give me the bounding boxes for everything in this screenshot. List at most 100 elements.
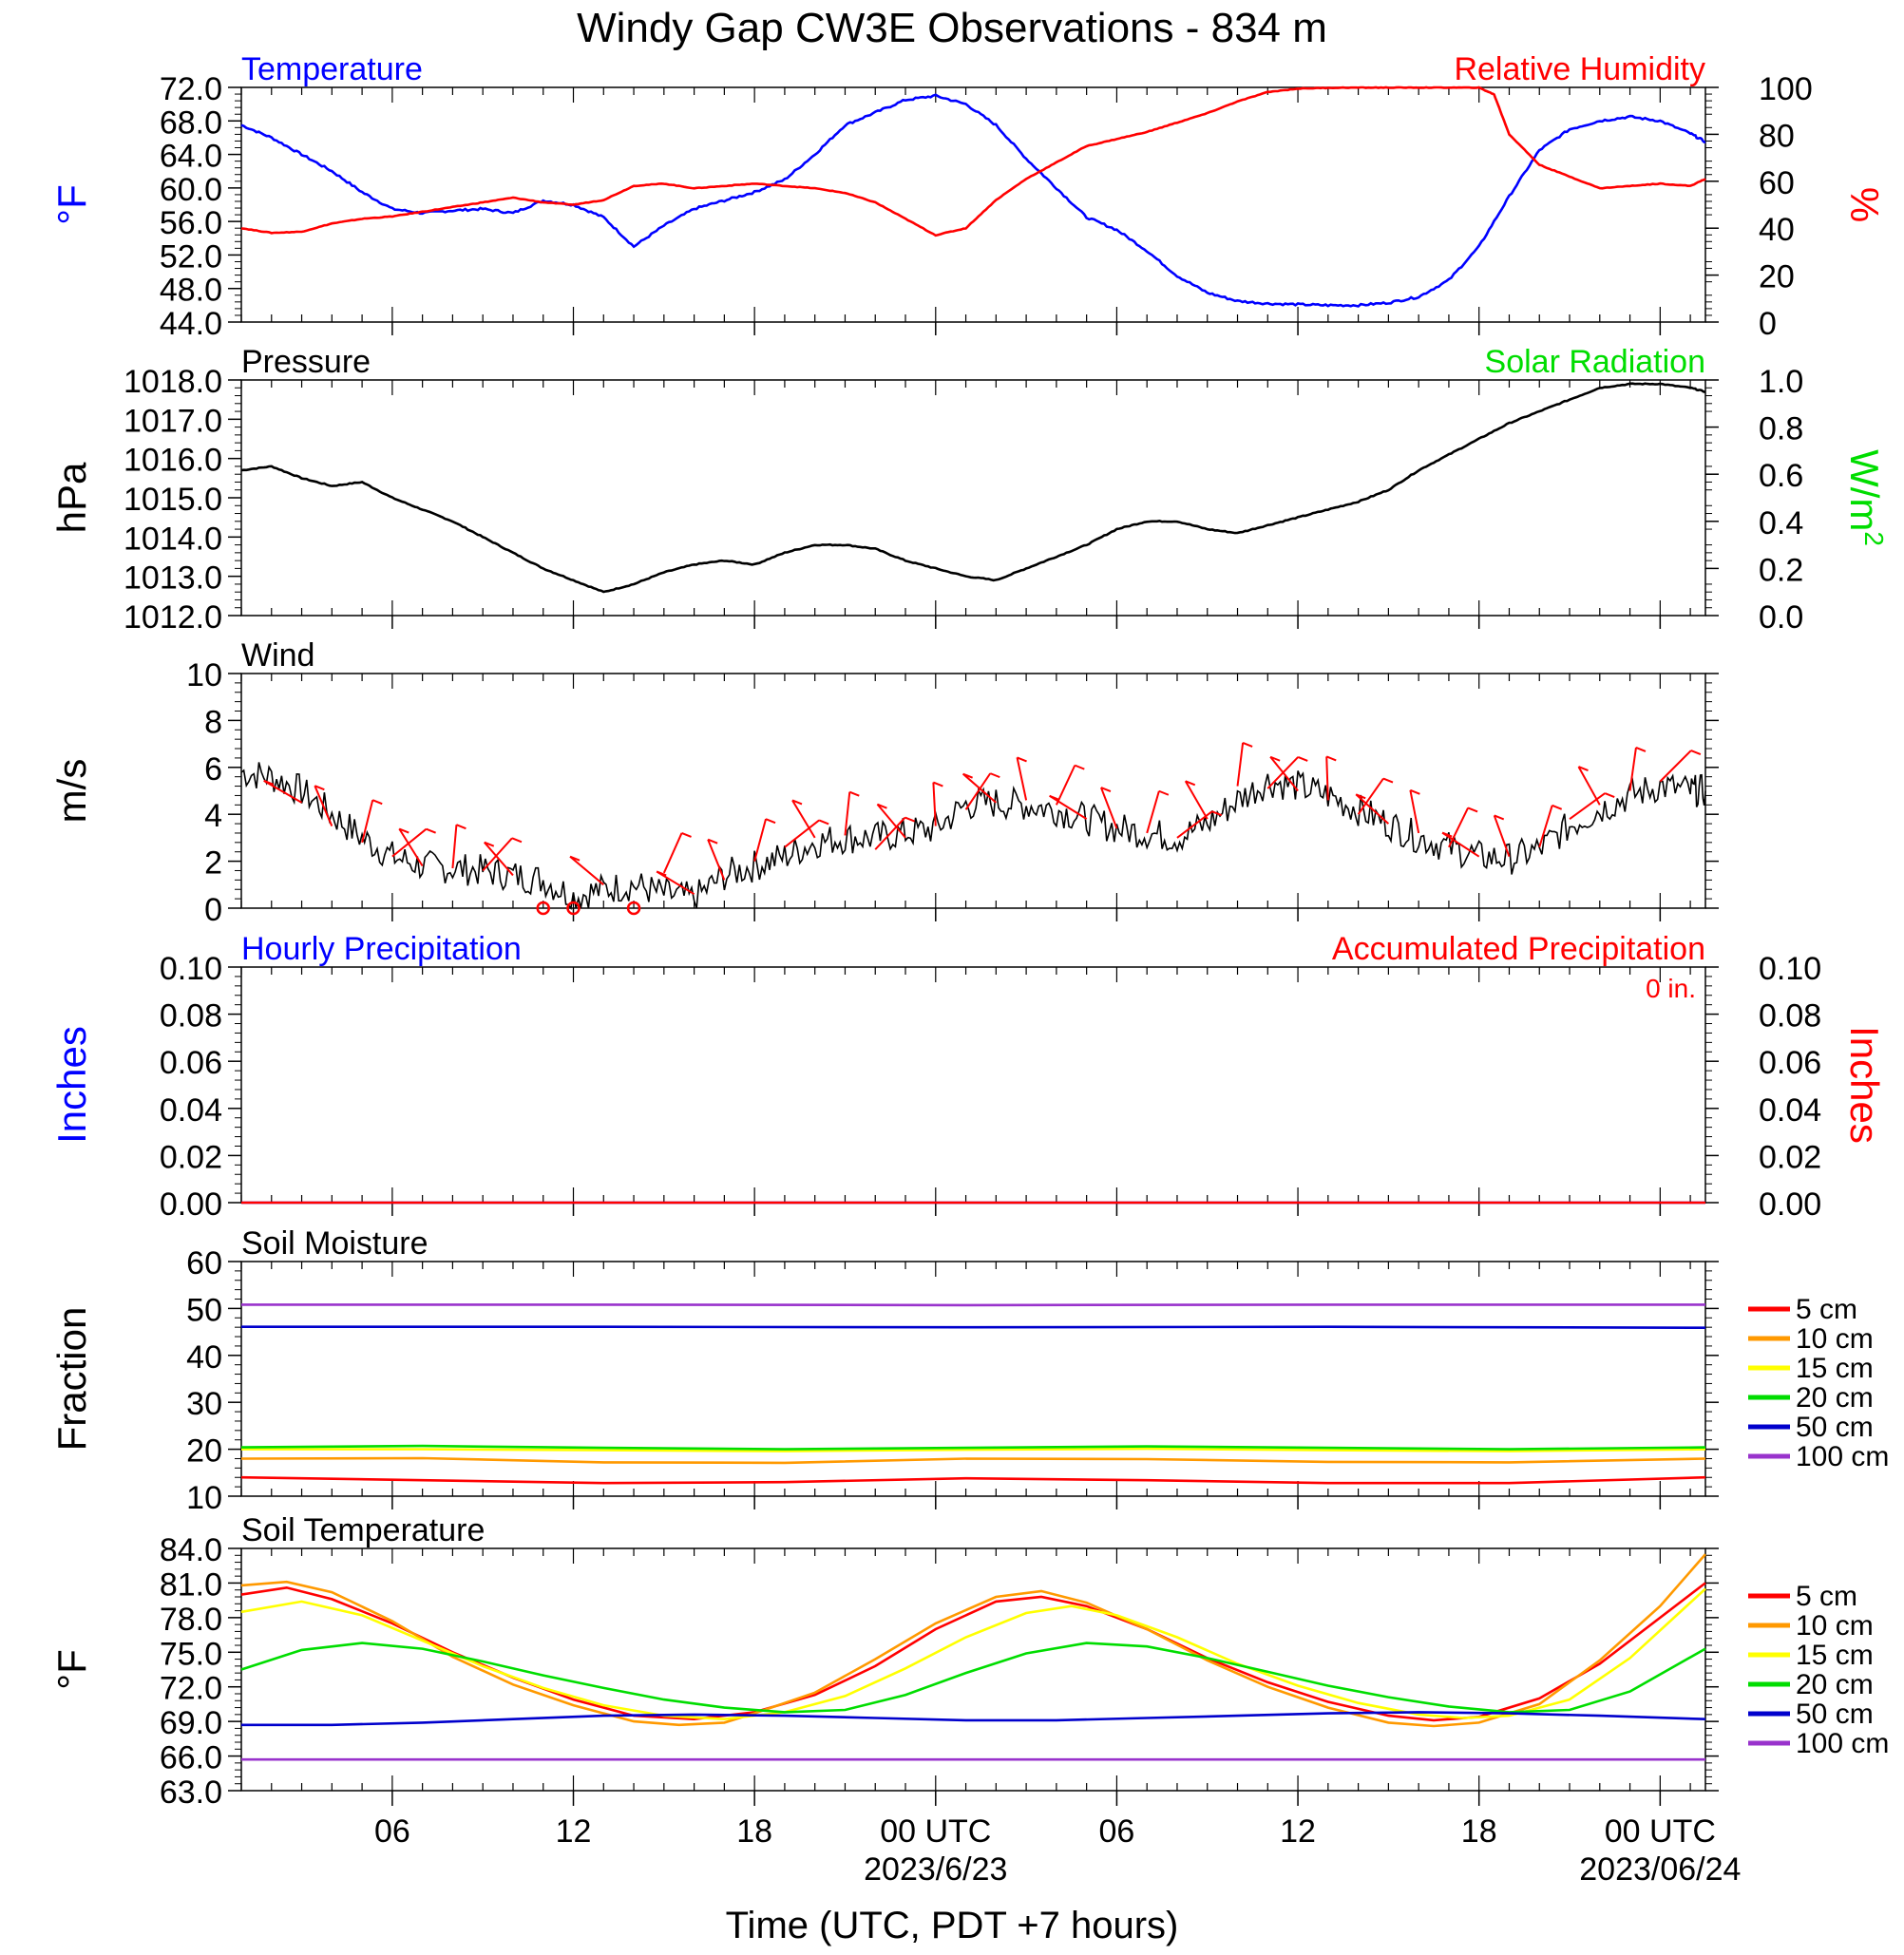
wind-barb — [314, 785, 333, 826]
wind-barb-flag — [1355, 793, 1366, 800]
wind-barb — [1146, 790, 1160, 834]
y-tick-label: 60 — [186, 1245, 222, 1281]
wind-barb-flag — [1185, 780, 1196, 787]
y-tick-label: 1012.0 — [124, 599, 222, 636]
wind-barb-flag — [1269, 755, 1281, 762]
y-tick-label-right: 60 — [1759, 165, 1795, 201]
wind-barb-flag — [1467, 807, 1478, 813]
series-line-20-cm — [240, 1642, 1706, 1714]
wind-barb-flag — [989, 772, 1000, 779]
wind-barb-flag — [707, 838, 718, 845]
legend-label: 10 cm — [1796, 1323, 1874, 1355]
wind-barb — [1448, 807, 1469, 848]
wind-barb — [1184, 780, 1209, 820]
wind-barb-flag — [398, 827, 409, 834]
series-line-20-cm — [240, 1444, 1706, 1451]
y-tick-label: 60.0 — [160, 172, 222, 208]
wind-barb — [398, 827, 424, 867]
y-tick-label-right: 0.8 — [1759, 411, 1803, 447]
y-tick-label: 8 — [204, 704, 222, 740]
panel-title-left: Pressure — [241, 344, 371, 380]
y-tick-label: 4 — [204, 798, 222, 834]
wind-barb — [1659, 750, 1692, 783]
panel-title-left: Wind — [241, 637, 314, 674]
wind-barb-flag — [877, 803, 887, 809]
panel-wind: 10 8 6 4 2 0 Wind m/s — [49, 637, 1719, 928]
x-tick-label: 12 — [556, 1813, 592, 1850]
wind-barb — [784, 819, 820, 848]
y-tick-label: 10 — [186, 657, 222, 693]
wind-barb — [569, 855, 604, 886]
x-tick-label: 12 — [1280, 1813, 1316, 1850]
wind-barb-flag — [1297, 756, 1308, 762]
panel-title-right: Solar Radiation — [1485, 344, 1705, 380]
y-tick-label-right: 20 — [1759, 259, 1795, 295]
panel-temperature-rh: 72.068.064.060.056.052.048.044.0 100 80 60 4… — [49, 51, 1887, 342]
y-tick-label: 20 — [186, 1433, 222, 1470]
legend-label: 20 cm — [1796, 1382, 1874, 1414]
wind-barb — [484, 842, 514, 877]
wind-barb — [1409, 789, 1420, 834]
wind-barb — [964, 772, 992, 810]
wind-barb-flag — [1049, 794, 1060, 801]
x-axis-label: Time (UTC, PDT +7 hours) — [726, 1905, 1179, 1946]
y-tick-label: 72.0 — [160, 1671, 222, 1707]
y-tick-label-right: 0.6 — [1759, 458, 1803, 494]
wind-barb-flag — [1552, 804, 1563, 810]
y-tick-label: 1014.0 — [124, 521, 222, 557]
y-axis-label-left: Inches — [49, 1026, 94, 1144]
wind-barb-flag — [1074, 764, 1085, 770]
y-tick-label-right: 0.2 — [1759, 552, 1803, 588]
y-tick-label: 1013.0 — [124, 560, 222, 597]
y-tick-label: 1016.0 — [124, 443, 222, 479]
y-axis-label-right: W/m2 — [1842, 449, 1890, 546]
y-tick-label: 0.04 — [160, 1092, 222, 1129]
legend-label: 5 cm — [1796, 1581, 1857, 1612]
wind-barb-flag — [1158, 789, 1170, 796]
wind-barb — [876, 804, 906, 839]
y-tick-label: 64.0 — [160, 139, 222, 175]
y-tick-label-right: 40 — [1759, 212, 1795, 248]
series-line-pressure — [240, 382, 1706, 594]
wind-barb — [662, 832, 683, 874]
panel-title-left: Soil Temperature — [241, 1512, 485, 1548]
y-axis-label-left: m/s — [49, 759, 94, 824]
wind-barb — [656, 870, 695, 896]
calm-wind-marker — [566, 901, 581, 916]
y-axis-label-left: °F — [49, 1649, 94, 1689]
x-tick-label: 00 UTC — [880, 1813, 991, 1850]
wind-barb — [791, 799, 816, 839]
wind-barb-flag — [933, 781, 943, 788]
y-axis-label-right: % — [1842, 187, 1887, 222]
wind-barb-flag — [1690, 750, 1702, 756]
y-axis-label-right: Inches — [1842, 1026, 1887, 1144]
y-tick-label: 68.0 — [160, 104, 222, 141]
wind-barb — [1016, 757, 1028, 801]
wind-barb — [707, 839, 726, 881]
y-tick-label: 0.08 — [160, 998, 222, 1034]
wind-barb — [1628, 747, 1637, 791]
y-tick-label: 30 — [186, 1386, 222, 1422]
y-tick-label-right: 0.06 — [1759, 1045, 1821, 1081]
y-tick-label: 44.0 — [160, 306, 222, 342]
wind-barb — [391, 827, 428, 858]
x-date-label: 2023/6/23 — [864, 1851, 1007, 1888]
wind-barb — [263, 779, 303, 804]
panel-title-left: Hourly Precipitation — [241, 931, 522, 967]
wind-barb-flag — [314, 785, 325, 791]
y-tick-label: 10 — [186, 1480, 222, 1516]
panel-title-right: Accumulated Precipitation — [1332, 931, 1705, 967]
series-line-10-cm — [240, 1456, 1706, 1465]
x-tick-label: 06 — [1099, 1813, 1135, 1850]
y-axis-label-left: hPa — [49, 462, 94, 533]
wind-barb — [482, 837, 513, 872]
legend-label: 5 cm — [1796, 1294, 1857, 1325]
x-tick-label: 06 — [374, 1813, 410, 1850]
wind-barb — [451, 825, 458, 869]
y-tick-label: 0.10 — [160, 951, 222, 987]
panel-frame — [240, 1261, 1706, 1497]
y-tick-label: 66.0 — [160, 1740, 222, 1776]
wind-barb-flag — [371, 799, 383, 806]
wind-barb — [753, 818, 768, 862]
